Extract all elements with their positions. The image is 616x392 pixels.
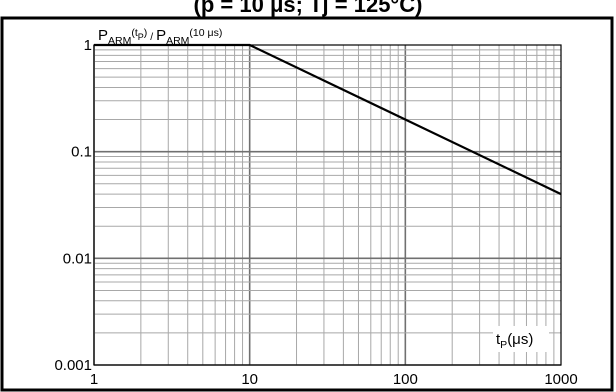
- plot-area-border: [93, 44, 562, 366]
- y-label-arg1-open: (t: [131, 27, 137, 39]
- y-tick-label: 1: [84, 37, 92, 54]
- y-tick-label: 0.001: [54, 357, 92, 374]
- y-label-sub1: ARM: [108, 35, 131, 47]
- tick-labels: 1 10 100 1000 1 0.1 0.01 0.001: [54, 37, 577, 388]
- y-label-main: P: [98, 27, 108, 44]
- grid: [93, 45, 561, 366]
- x-tick-label: 1000: [544, 371, 577, 388]
- x-tick-label: 1: [90, 371, 98, 388]
- y-tick-label: 0.1: [71, 144, 92, 161]
- x-label-main: t: [496, 331, 501, 348]
- x-label-unit: (μs): [507, 331, 533, 348]
- x-tick-label: 10: [241, 371, 258, 388]
- y-label-arg1-close: ): [144, 27, 148, 39]
- y-axis-label: PARM(tP) / PARM(10 μs): [98, 27, 222, 47]
- y-label-slash: /: [147, 31, 156, 43]
- y-label-arg1-sub: P: [138, 32, 144, 42]
- x-axis-label-bg: [493, 326, 549, 352]
- x-axis-label: tP(μs): [496, 331, 533, 351]
- chart-title: (p = 10 μs; Tj = 125°C): [194, 0, 423, 17]
- x-label-sub: P: [500, 339, 507, 351]
- y-label-arg2: (10 μs): [189, 27, 222, 39]
- x-tick-label: 100: [393, 371, 418, 388]
- outer-frame: [0, 16, 614, 392]
- y-tick-label: 0.01: [63, 250, 92, 267]
- y-label-main2: P: [156, 27, 166, 44]
- y-label-sub2: ARM: [166, 35, 189, 47]
